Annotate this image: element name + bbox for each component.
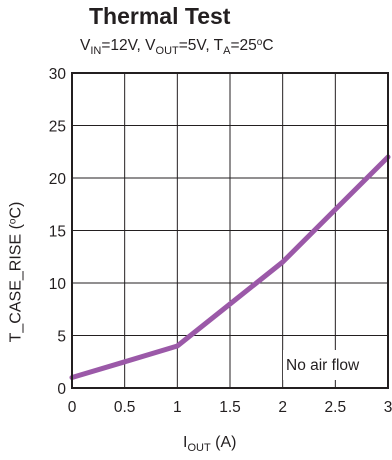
annotation-box: No air flow xyxy=(283,350,383,380)
x-tick-label: 2.5 xyxy=(325,399,347,416)
vin-rest: =12V, xyxy=(101,37,146,54)
ta-base: T xyxy=(213,37,224,54)
y-tick-label: 30 xyxy=(49,66,67,83)
xlabel-sub: OUT xyxy=(187,442,211,454)
x-tick-label: 1.5 xyxy=(219,399,241,416)
y-tick-label: 15 xyxy=(49,224,66,241)
series-line xyxy=(69,154,391,380)
y-tick-label: 20 xyxy=(49,171,67,188)
x-tick-label: 0 xyxy=(68,399,77,416)
vout-sub: OUT xyxy=(155,45,179,57)
ta-rest: =25 xyxy=(230,37,257,54)
degree-mark: o xyxy=(256,37,263,48)
annotation-text: No air flow xyxy=(286,357,360,374)
chart-title: Thermal Test xyxy=(89,3,231,29)
xlabel-rest: (A) xyxy=(210,434,237,451)
ylabel-rest: C) xyxy=(7,201,25,219)
y-tick-label: 5 xyxy=(57,329,66,346)
plot-frame xyxy=(71,72,389,389)
ta-sub: A xyxy=(223,45,231,57)
xlabel-base: I xyxy=(183,434,188,451)
x-tick-label: 2 xyxy=(278,399,287,416)
x-tick-label: 1 xyxy=(173,399,182,416)
x-tick-label: 0.5 xyxy=(114,399,136,416)
ylabel-degree: o xyxy=(7,218,19,225)
x-tick-label: 3 xyxy=(384,399,392,416)
y-tick-label: 0 xyxy=(57,381,66,398)
chart-subtitle: VIN=12V, VOUT=5V, TA=25oC xyxy=(80,33,274,61)
vout-rest: =5V, xyxy=(178,37,214,54)
y-tick-label: 10 xyxy=(49,276,67,293)
temp-unit: C xyxy=(262,37,274,54)
y-axis-label: T_CASE_RISE (oC) xyxy=(4,202,27,343)
x-axis-label: IOUT (A) xyxy=(183,433,236,458)
ylabel-text: T_CASE_RISE ( xyxy=(7,224,25,343)
vout-base: V xyxy=(145,37,156,54)
vin-sub: IN xyxy=(90,45,102,57)
vin-base: V xyxy=(80,37,91,54)
series-layer xyxy=(69,154,391,380)
y-tick-label: 25 xyxy=(49,119,66,136)
grid-lines xyxy=(72,73,388,388)
